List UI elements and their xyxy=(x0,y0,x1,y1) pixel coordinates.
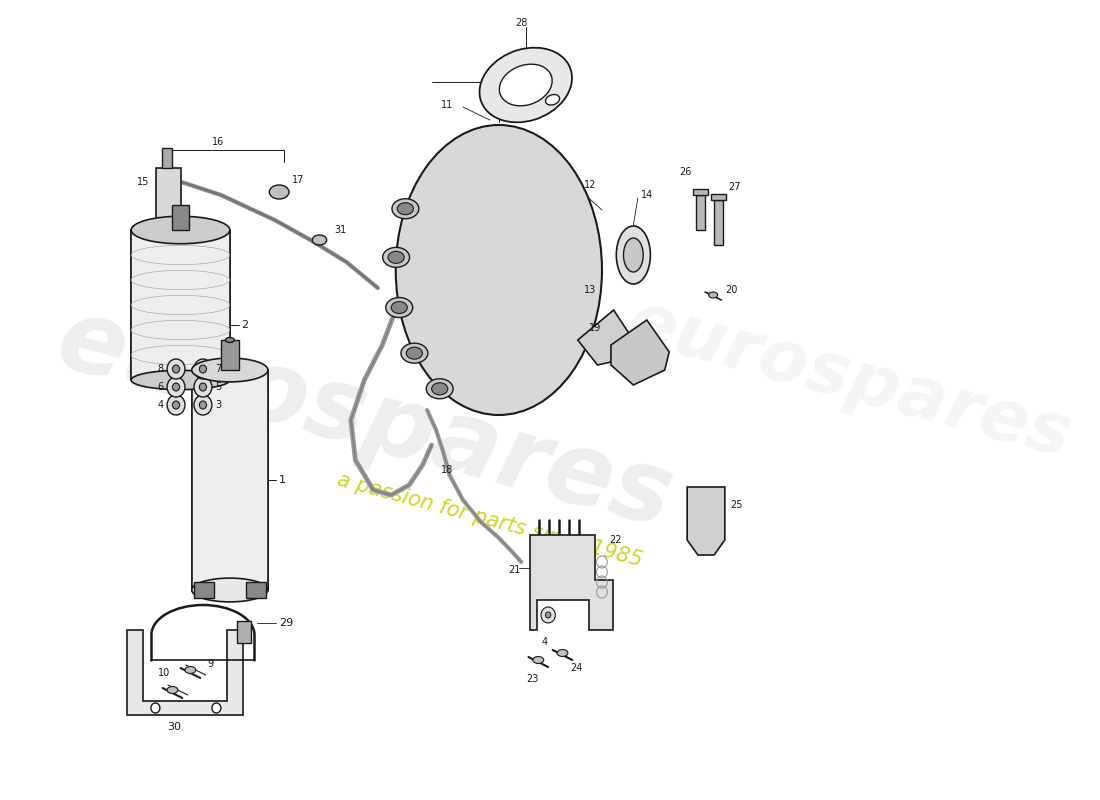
Ellipse shape xyxy=(270,185,289,199)
Ellipse shape xyxy=(191,358,268,382)
Bar xyxy=(246,582,266,598)
Ellipse shape xyxy=(312,235,327,245)
Ellipse shape xyxy=(557,650,568,657)
Circle shape xyxy=(199,401,207,409)
Circle shape xyxy=(541,607,556,623)
Text: 3: 3 xyxy=(216,400,221,410)
Circle shape xyxy=(173,383,179,391)
Ellipse shape xyxy=(392,302,407,314)
Bar xyxy=(693,189,707,195)
Text: 31: 31 xyxy=(334,225,346,235)
Text: 6: 6 xyxy=(157,382,164,392)
Polygon shape xyxy=(530,535,613,630)
Text: 11: 11 xyxy=(441,100,453,110)
Circle shape xyxy=(167,377,185,397)
Text: 5: 5 xyxy=(216,382,222,392)
Text: 12: 12 xyxy=(584,180,596,190)
Circle shape xyxy=(212,703,221,713)
Bar xyxy=(156,168,182,220)
Text: 4: 4 xyxy=(157,400,164,410)
Text: 16: 16 xyxy=(212,137,224,147)
Circle shape xyxy=(194,359,212,379)
Text: 29: 29 xyxy=(279,618,294,628)
Text: 26: 26 xyxy=(680,167,692,177)
Text: 30: 30 xyxy=(167,722,182,732)
Ellipse shape xyxy=(546,94,560,105)
Text: eurospares: eurospares xyxy=(46,291,682,549)
Bar xyxy=(131,230,230,380)
Text: 28: 28 xyxy=(515,18,528,28)
Text: 10: 10 xyxy=(158,668,170,678)
Text: 20: 20 xyxy=(725,285,737,295)
Text: 18: 18 xyxy=(441,465,453,475)
Ellipse shape xyxy=(397,202,414,214)
Ellipse shape xyxy=(386,298,412,318)
Circle shape xyxy=(194,395,212,415)
Ellipse shape xyxy=(499,64,552,106)
Polygon shape xyxy=(610,320,669,385)
Circle shape xyxy=(151,703,160,713)
Circle shape xyxy=(546,612,551,618)
Text: 23: 23 xyxy=(527,674,539,684)
Ellipse shape xyxy=(383,247,409,267)
Ellipse shape xyxy=(426,378,453,398)
Circle shape xyxy=(199,383,207,391)
Bar xyxy=(714,200,723,245)
Ellipse shape xyxy=(191,578,268,602)
Text: 22: 22 xyxy=(609,535,622,545)
Text: 15: 15 xyxy=(136,177,149,187)
Text: 21: 21 xyxy=(508,565,520,575)
Ellipse shape xyxy=(131,370,230,390)
Circle shape xyxy=(173,401,179,409)
Circle shape xyxy=(167,359,185,379)
Circle shape xyxy=(194,377,212,397)
Ellipse shape xyxy=(400,343,428,363)
Ellipse shape xyxy=(708,292,717,298)
Text: 25: 25 xyxy=(730,500,743,510)
Text: 17: 17 xyxy=(292,175,304,185)
Text: 13: 13 xyxy=(584,285,596,295)
Ellipse shape xyxy=(406,347,422,359)
Ellipse shape xyxy=(624,238,644,272)
Ellipse shape xyxy=(392,198,419,218)
Text: 19: 19 xyxy=(588,323,601,333)
Bar xyxy=(696,195,705,230)
Text: 14: 14 xyxy=(640,190,652,200)
Text: eurospares: eurospares xyxy=(619,287,1078,473)
Circle shape xyxy=(199,365,207,373)
Text: 24: 24 xyxy=(571,663,583,673)
Ellipse shape xyxy=(480,48,572,122)
Text: a passion for parts since 1985: a passion for parts since 1985 xyxy=(336,470,645,570)
Text: 2: 2 xyxy=(242,320,249,330)
Ellipse shape xyxy=(532,657,543,663)
Bar xyxy=(712,194,726,200)
Text: 7: 7 xyxy=(216,364,222,374)
Circle shape xyxy=(167,395,185,415)
Text: 4: 4 xyxy=(541,637,548,647)
Ellipse shape xyxy=(226,338,234,342)
Bar xyxy=(221,340,239,370)
Bar xyxy=(162,148,173,168)
Circle shape xyxy=(173,365,179,373)
Ellipse shape xyxy=(131,216,230,244)
Ellipse shape xyxy=(388,251,404,263)
Bar xyxy=(191,370,268,590)
Bar xyxy=(194,582,213,598)
Text: 27: 27 xyxy=(728,182,741,192)
Ellipse shape xyxy=(431,382,448,394)
Bar xyxy=(172,205,189,230)
Text: 8: 8 xyxy=(157,364,164,374)
Ellipse shape xyxy=(396,125,602,415)
Bar xyxy=(236,621,252,643)
Polygon shape xyxy=(126,630,243,715)
Ellipse shape xyxy=(185,666,196,674)
Ellipse shape xyxy=(616,226,650,284)
Polygon shape xyxy=(688,487,725,555)
Ellipse shape xyxy=(167,686,178,694)
Polygon shape xyxy=(578,310,634,365)
Text: 1: 1 xyxy=(279,475,286,485)
Text: 9: 9 xyxy=(208,659,213,669)
